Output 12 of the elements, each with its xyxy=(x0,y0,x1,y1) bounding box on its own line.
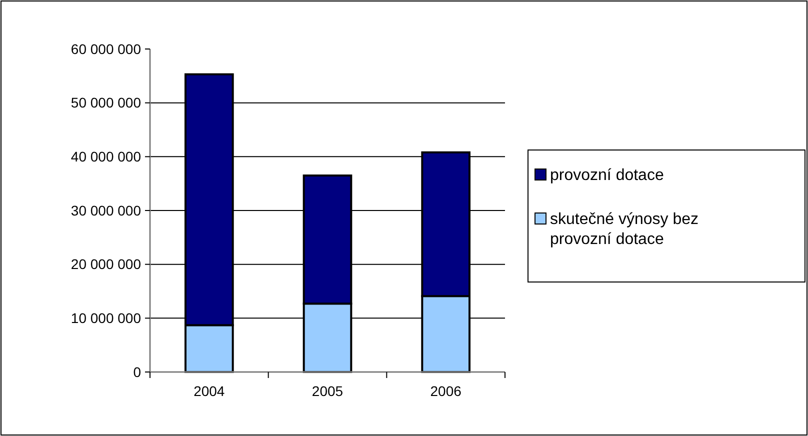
legend-label: provozní dotace xyxy=(550,167,664,184)
y-tick-label: 30 000 000 xyxy=(70,202,142,218)
y-tick-label: 50 000 000 xyxy=(70,94,142,111)
y-tick-label: 20 000 000 xyxy=(70,256,142,272)
y-tick-label: 60 000 000 xyxy=(70,40,142,57)
y-tick-label: 0 xyxy=(133,364,142,380)
x-tick-label: 2006 xyxy=(430,383,462,399)
x-tick-label: 2004 xyxy=(194,383,225,399)
y-tick-label: 40 000 000 xyxy=(70,148,142,165)
legend-label: skutečné výnosy bez provozní dotace xyxy=(550,211,699,248)
y-tick-label: 10 000 000 xyxy=(70,310,142,326)
x-tick-label: 2005 xyxy=(312,383,344,399)
